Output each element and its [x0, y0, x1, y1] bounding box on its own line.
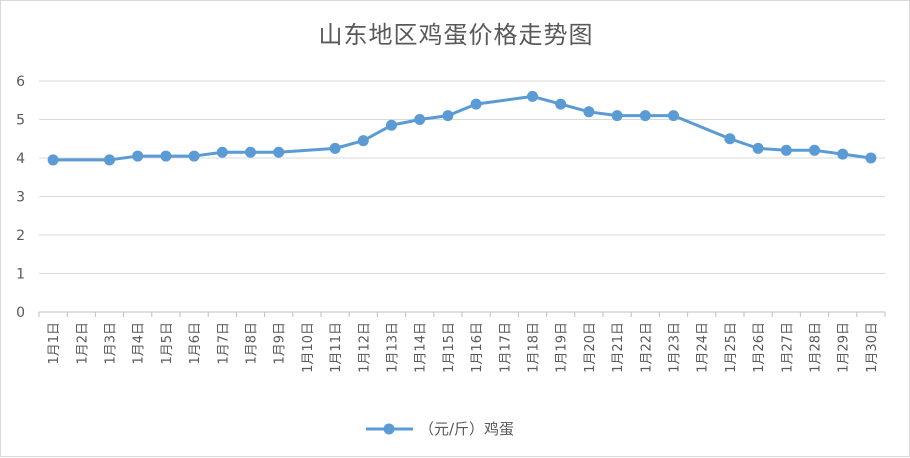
- data-point: [639, 110, 651, 122]
- x-tick-label: 1月4日: [132, 322, 147, 365]
- data-point: [160, 150, 172, 162]
- x-tick-label: 1月5日: [160, 322, 175, 365]
- x-tick-label: 1月30日: [865, 322, 880, 373]
- data-point: [809, 144, 820, 156]
- x-tick-label: 1月15日: [442, 322, 457, 373]
- x-tick-label: 1月11日: [329, 322, 344, 373]
- x-tick-label: 1月7日: [216, 322, 231, 365]
- data-point: [386, 119, 397, 131]
- data-point: [527, 90, 538, 102]
- legend-label: （元/斤）鸡蛋: [419, 420, 514, 438]
- x-tick-label: 1月27日: [780, 322, 795, 373]
- y-tick-label: 0: [16, 305, 25, 321]
- x-tick-label: 1月25日: [724, 322, 739, 373]
- x-tick-label: 1月17日: [498, 322, 513, 373]
- data-point: [724, 133, 736, 145]
- data-point: [752, 142, 764, 154]
- y-tick-label: 5: [16, 113, 25, 129]
- x-tick-label: 1月18日: [527, 322, 542, 373]
- x-tick-label: 1月12日: [357, 322, 372, 373]
- data-point: [668, 110, 679, 122]
- data-point: [216, 146, 228, 158]
- data-point: [132, 150, 144, 162]
- x-tick-label: 1月1日: [47, 322, 62, 365]
- x-tick-label: 1月26日: [752, 322, 767, 373]
- x-tick-label: 1月6日: [188, 322, 203, 365]
- x-tick-label: 1月19日: [555, 322, 570, 373]
- data-point: [442, 110, 454, 122]
- x-tick-label: 1月10日: [301, 322, 316, 373]
- y-tick-label: 4: [16, 151, 25, 167]
- data-point: [780, 144, 792, 156]
- x-tick-label: 1月14日: [414, 322, 429, 373]
- x-tick-label: 1月21日: [611, 322, 626, 373]
- y-tick-label: 6: [16, 74, 25, 90]
- data-point: [555, 98, 567, 110]
- x-tick-label: 1月3日: [104, 322, 119, 365]
- data-point: [414, 114, 426, 125]
- x-tick-label: 1月28日: [809, 322, 824, 373]
- x-tick-label: 1月16日: [470, 322, 485, 373]
- data-point: [470, 98, 482, 110]
- data-point: [329, 142, 341, 154]
- data-point: [865, 152, 877, 164]
- data-point: [583, 106, 595, 118]
- data-point: [357, 135, 369, 147]
- y-tick-label: 2: [16, 228, 25, 244]
- x-tick-label: 1月23日: [668, 322, 683, 373]
- y-tick-label: 1: [16, 267, 25, 283]
- data-point: [188, 150, 200, 162]
- data-point: [104, 154, 115, 166]
- data-point: [837, 148, 849, 160]
- data-point: [245, 146, 256, 158]
- x-tick-label: 1月20日: [583, 322, 598, 373]
- x-tick-label: 1月13日: [386, 322, 401, 373]
- legend-marker: [383, 423, 395, 435]
- data-point: [47, 154, 59, 166]
- x-tick-label: 1月22日: [639, 322, 654, 373]
- x-tick-label: 1月29日: [837, 322, 852, 373]
- x-tick-label: 1月2日: [75, 322, 90, 365]
- x-tick-label: 1月24日: [696, 322, 711, 373]
- y-tick-label: 3: [16, 190, 25, 206]
- series-line: [53, 94, 872, 162]
- chart-title: 山东地区鸡蛋价格走势图: [318, 21, 594, 49]
- data-point: [611, 110, 623, 122]
- x-tick-label: 1月9日: [273, 322, 288, 365]
- x-tick-label: 1月8日: [245, 322, 260, 365]
- data-point: [273, 146, 285, 158]
